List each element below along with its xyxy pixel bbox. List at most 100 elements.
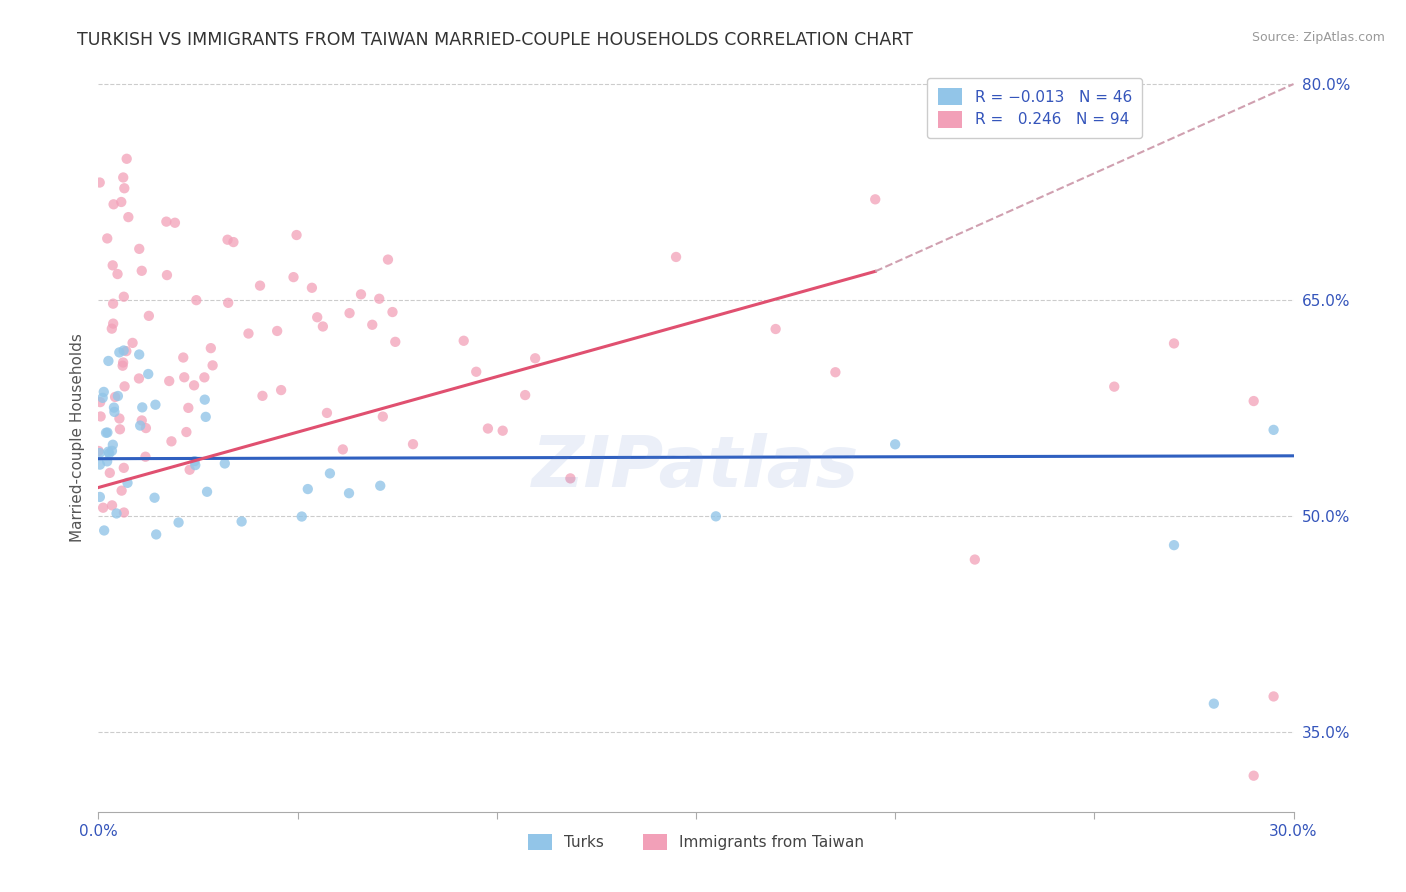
Point — [1163, 538, 1185, 552]
Point — [107, 267, 129, 281]
Point — [319, 467, 342, 481]
Point — [160, 434, 183, 449]
Point — [217, 233, 239, 247]
Point — [665, 250, 688, 264]
Point — [381, 305, 404, 319]
Point — [183, 378, 205, 392]
Point — [252, 389, 274, 403]
Text: Source: ZipAtlas.com: Source: ZipAtlas.com — [1251, 31, 1385, 45]
Point — [297, 482, 319, 496]
Point — [101, 321, 124, 335]
Point — [193, 370, 215, 384]
Point — [384, 334, 406, 349]
Point — [129, 418, 152, 433]
Point — [105, 507, 128, 521]
Point — [103, 197, 125, 211]
Point — [115, 344, 138, 359]
Point — [765, 322, 787, 336]
Point — [524, 351, 547, 366]
Point — [128, 371, 150, 385]
Point — [371, 409, 394, 424]
Point — [121, 335, 143, 350]
Point — [453, 334, 475, 348]
Point — [173, 370, 195, 384]
Point — [201, 359, 224, 373]
Point — [128, 347, 150, 361]
Point — [368, 479, 391, 493]
Point — [101, 258, 124, 272]
Point — [145, 398, 167, 412]
Point — [101, 317, 124, 331]
Point — [283, 270, 305, 285]
Text: TURKISH VS IMMIGRANTS FROM TAIWAN MARRIED-COUPLE HOUSEHOLDS CORRELATION CHART: TURKISH VS IMMIGRANTS FROM TAIWAN MARRIE… — [77, 31, 914, 49]
Point — [96, 425, 118, 440]
Point — [515, 388, 537, 402]
Point — [350, 287, 373, 301]
Point — [1263, 690, 1285, 704]
Point — [332, 442, 354, 457]
Point — [179, 463, 201, 477]
Point — [157, 374, 180, 388]
Point — [312, 319, 335, 334]
Text: ZIPatlas: ZIPatlas — [533, 433, 859, 501]
Point — [112, 170, 135, 185]
Point — [136, 367, 159, 381]
Point — [176, 425, 198, 439]
Point — [963, 552, 986, 566]
Point — [1243, 394, 1265, 409]
Point — [103, 405, 125, 419]
Point — [186, 293, 208, 307]
Point — [89, 176, 111, 190]
Point — [93, 384, 115, 399]
Point — [249, 278, 271, 293]
Point — [114, 379, 136, 393]
Point — [112, 461, 135, 475]
Point — [112, 290, 135, 304]
Point — [101, 443, 124, 458]
Point — [89, 458, 111, 472]
Point — [108, 411, 131, 425]
Point — [143, 491, 166, 505]
Point — [131, 413, 153, 427]
Point — [184, 458, 207, 472]
Legend: Turks, Immigrants from Taiwan: Turks, Immigrants from Taiwan — [522, 828, 870, 856]
Point — [97, 444, 120, 458]
Point — [96, 231, 118, 245]
Point — [97, 354, 120, 368]
Point — [1163, 336, 1185, 351]
Point — [1104, 379, 1126, 393]
Point — [115, 152, 138, 166]
Point — [177, 401, 200, 415]
Point — [108, 422, 131, 436]
Point — [865, 192, 887, 206]
Point — [222, 235, 245, 249]
Point — [93, 524, 115, 538]
Point — [492, 424, 515, 438]
Point — [117, 210, 139, 224]
Point — [91, 500, 114, 515]
Point — [200, 341, 222, 355]
Point — [111, 483, 134, 498]
Point — [167, 516, 190, 530]
Point — [117, 475, 139, 490]
Point — [94, 425, 117, 440]
Point — [368, 292, 391, 306]
Point — [217, 295, 239, 310]
Point — [112, 355, 135, 369]
Point — [194, 392, 217, 407]
Point — [824, 365, 846, 379]
Point — [172, 351, 194, 365]
Point — [96, 454, 118, 468]
Point — [155, 214, 177, 228]
Point — [89, 446, 111, 460]
Point — [402, 437, 425, 451]
Point — [101, 296, 124, 310]
Point — [1202, 697, 1225, 711]
Point — [560, 471, 582, 485]
Point — [101, 499, 124, 513]
Point — [307, 310, 329, 325]
Point — [104, 390, 127, 404]
Point — [91, 391, 114, 405]
Point — [98, 466, 121, 480]
Point — [339, 306, 361, 320]
